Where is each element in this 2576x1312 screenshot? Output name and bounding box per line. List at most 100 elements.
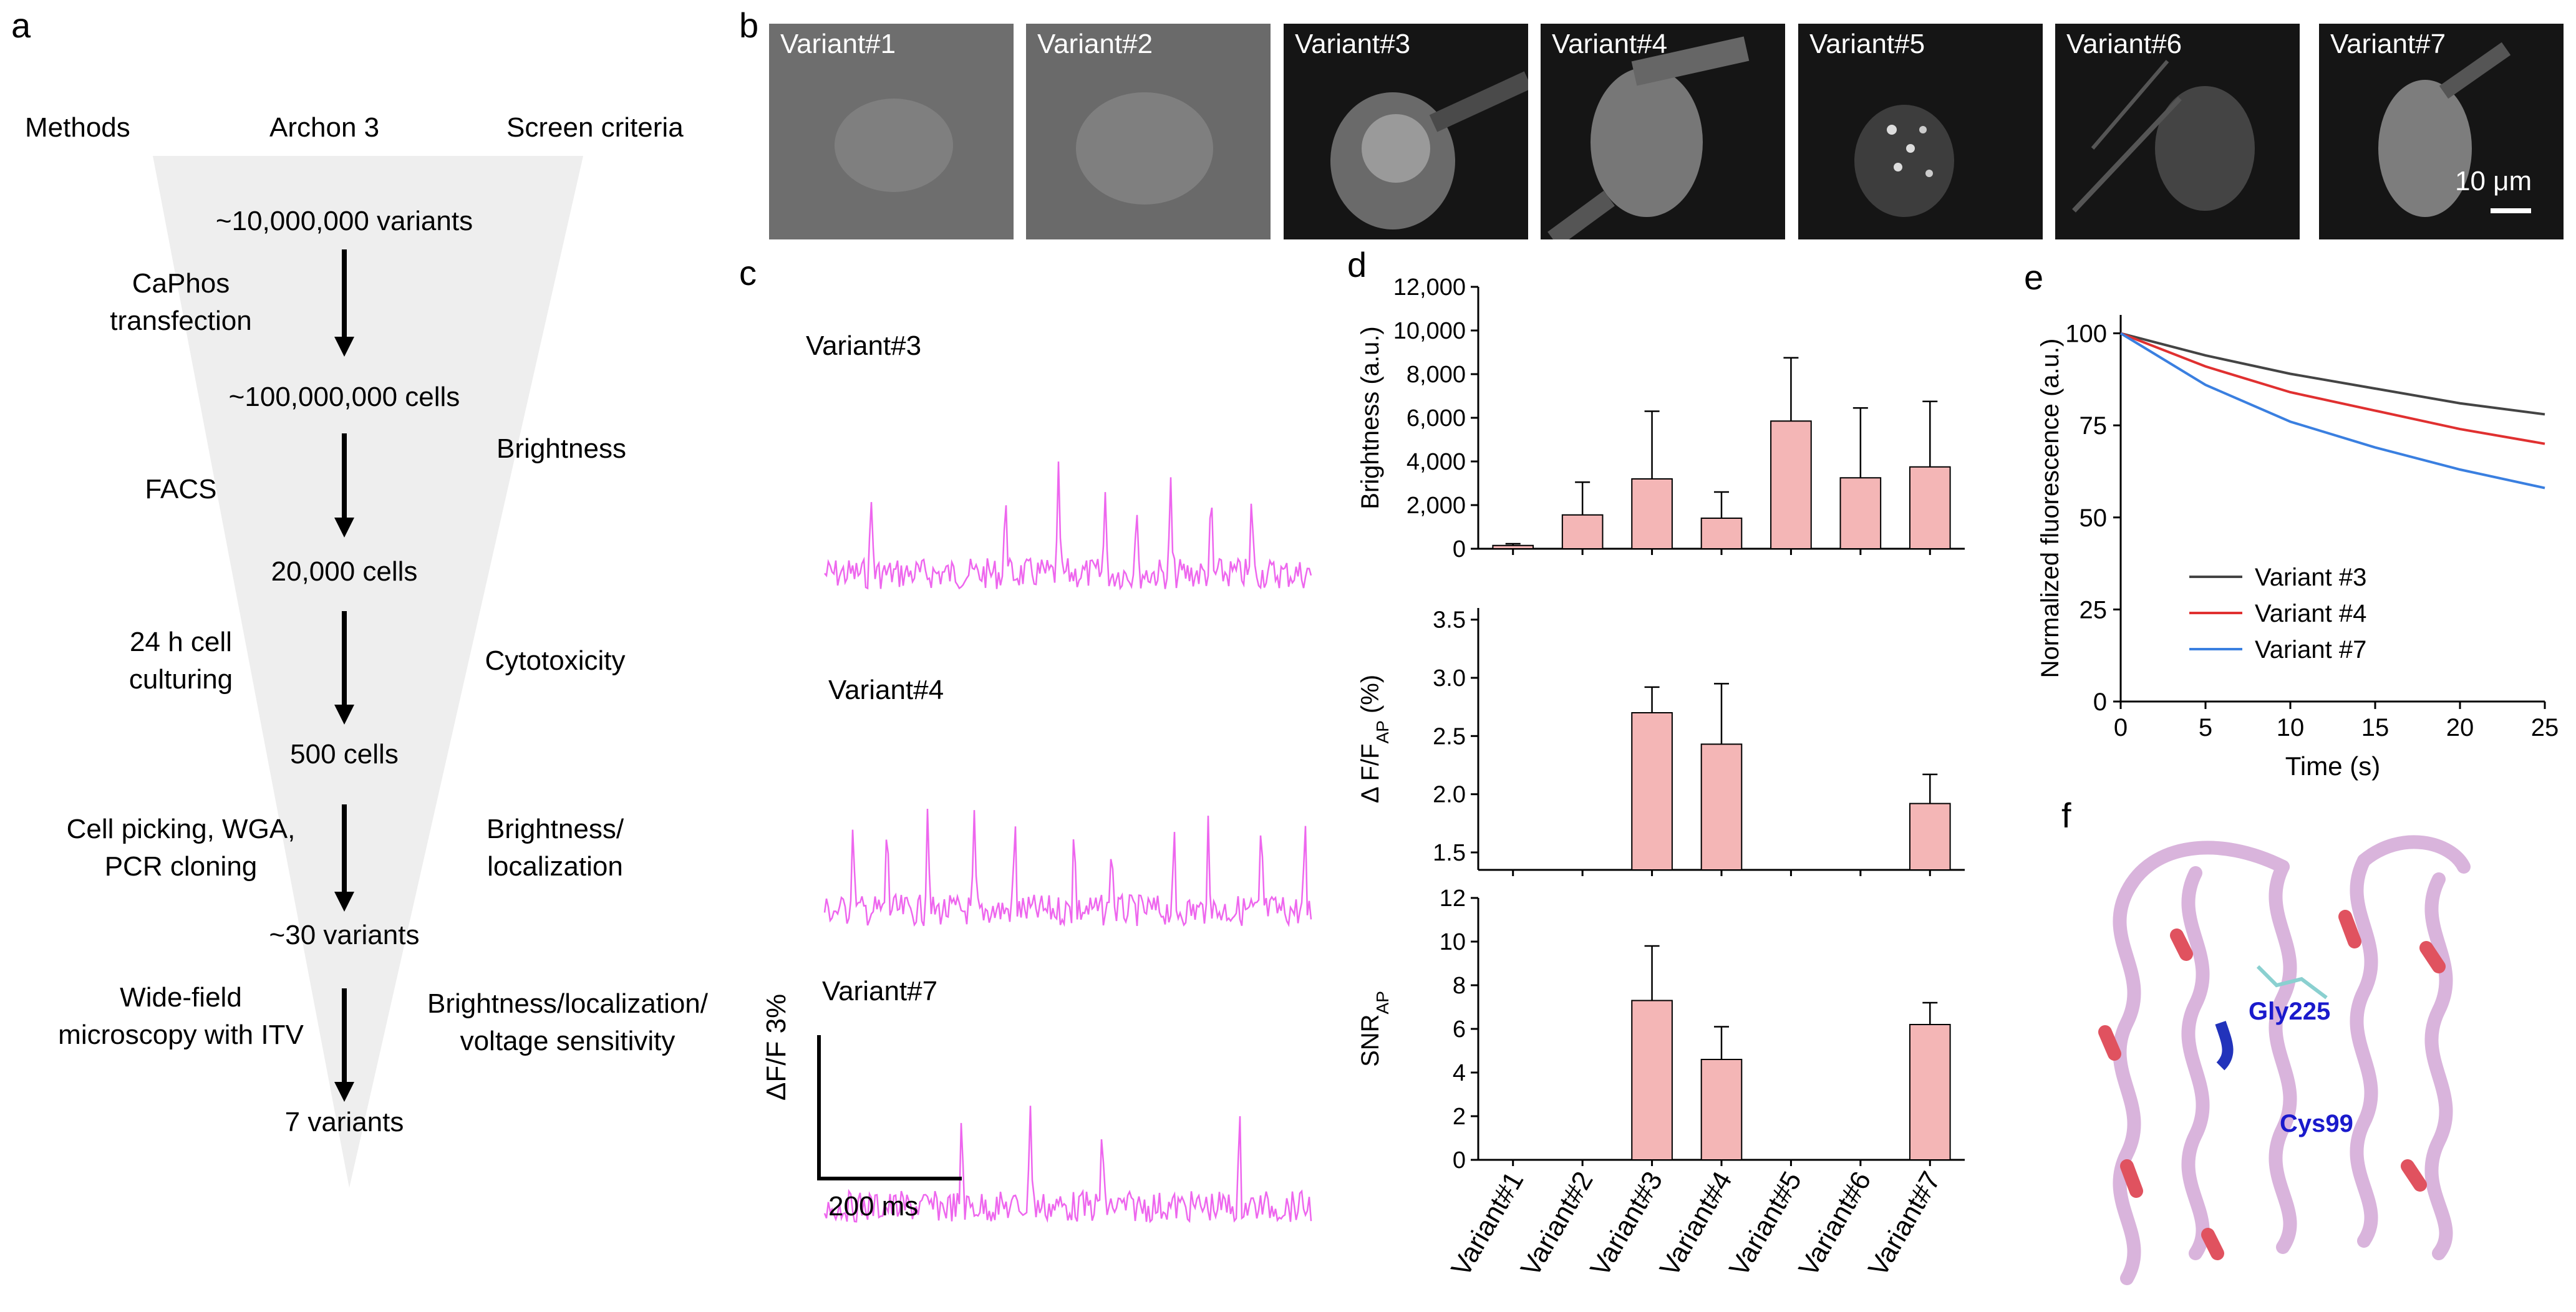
method-label: Wide-field microscopy with ITV	[58, 982, 304, 1050]
image-label: Variant#4	[1552, 29, 1668, 59]
y-tick-label: 10	[1440, 929, 1466, 955]
bar	[1700, 518, 1743, 549]
bar	[1492, 544, 1534, 549]
y-tick-label: 4,000	[1407, 449, 1466, 475]
criteria-label: Brightness	[496, 433, 626, 464]
micro-image-4: Variant#4	[1541, 24, 1785, 239]
y-tick-label: 2	[1453, 1104, 1466, 1130]
series-line	[2119, 332, 2545, 490]
bar	[1561, 514, 1604, 549]
micro-image-5: Variant#5	[1798, 24, 2043, 239]
y-tick-label: 8,000	[1407, 362, 1466, 388]
stage-label: ~10,000,000 variants	[215, 206, 473, 236]
y-tick-label: 8	[1453, 973, 1466, 999]
panel-label-b: b	[739, 6, 759, 45]
y-axis-label-sub: AP	[1373, 720, 1392, 743]
panel-label-e: e	[2024, 258, 2044, 297]
stage-label: ~30 variants	[269, 920, 420, 950]
image-label: Variant#1	[780, 29, 896, 59]
bar	[1700, 743, 1743, 871]
legend-label: Variant #7	[2255, 636, 2366, 663]
y-axis-label: Brightness (a.u.)	[1357, 326, 1384, 509]
series-line	[2120, 332, 2545, 416]
micro-image-7: Variant#7 10 μm	[2319, 24, 2564, 239]
residue-label: Cys99	[2280, 1110, 2353, 1137]
y-tick-label: 75	[2080, 412, 2108, 440]
y-tick-label: 2.5	[1433, 723, 1466, 750]
micro-image-2: Variant#2	[1026, 24, 1271, 239]
protein-structure	[2098, 835, 2471, 1285]
stage-label: 7 variants	[284, 1107, 404, 1137]
stage-label: 20,000 cells	[271, 556, 418, 587]
bar	[1631, 712, 1673, 871]
y-tick-label: 0	[1453, 1147, 1466, 1174]
scale-x-label: 200 ms	[828, 1191, 919, 1222]
criteria-label: Cytotoxicity	[485, 645, 626, 676]
micro-image-1: Variant#1	[769, 24, 1014, 239]
image-label: Variant#5	[1809, 29, 1925, 59]
x-tick-label: 25	[2531, 714, 2559, 741]
y-tick-label: 4	[1453, 1060, 1466, 1086]
y-tick-label: 100	[2065, 321, 2107, 348]
header-criteria: Screen criteria	[506, 112, 684, 143]
y-axis-label: Δ F/FAP (%)	[1357, 675, 1392, 803]
y-tick-label: 25	[2080, 596, 2108, 624]
image-label: Variant#7	[2330, 29, 2446, 59]
x-axis-label: Time (s)	[2285, 751, 2380, 781]
bar	[1839, 477, 1882, 549]
panel-e-chart: 0 25 50 75 100 0 5 10 15 20 25 Time (s) Normalized f…	[2036, 315, 2559, 781]
y-tick-label: 3.0	[1433, 665, 1466, 692]
x-tick-label: 5	[2199, 714, 2212, 741]
trace-label: Variant#4	[828, 675, 944, 705]
y-tick-label: 12,000	[1393, 274, 1466, 301]
y-tick-label: 10,000	[1393, 318, 1466, 344]
y-tick-label: 50	[2080, 504, 2108, 532]
trace-plot	[817, 461, 1312, 1223]
legend-label: Variant #3	[2255, 564, 2366, 591]
series-line	[2120, 332, 2545, 445]
image-label: Variant#2	[1037, 29, 1153, 59]
panel-label-c: c	[739, 253, 757, 292]
scale-y-label: ΔF/F 3%	[761, 993, 792, 1101]
y-tick-label: 2,000	[1407, 493, 1466, 519]
y-tick-label: 12	[1440, 885, 1466, 912]
trace-line	[823, 1106, 1312, 1223]
trace-line	[824, 461, 1312, 591]
bar	[1909, 803, 1951, 871]
y-tick-label: 6	[1453, 1016, 1466, 1043]
criteria-label: Brightness/localization	[486, 814, 624, 882]
method-label: FACS	[145, 474, 217, 504]
y-axis-label: Normalized fluorescence (a.u.)	[2036, 339, 2064, 678]
trace-label: Variant#7	[822, 976, 938, 1006]
header-methods: Methods	[25, 112, 130, 143]
method-label: Cell picking, WGA, PCR cloning	[66, 814, 296, 882]
panel-label-f: f	[2061, 796, 2071, 835]
image-label: Variant#6	[2066, 29, 2182, 59]
y-tick-label: 0	[1453, 536, 1466, 562]
x-tick-label: 0	[2114, 714, 2128, 741]
residue-label: Gly225	[2249, 998, 2331, 1025]
image-label: Variant#3	[1295, 29, 1411, 59]
scale-bar-label: 10 μm	[2455, 166, 2532, 196]
y-tick-label: 1.5	[1433, 840, 1466, 866]
stage-label: 500 cells	[290, 739, 399, 769]
panel-d-charts: 0 2,000 4,000 6,000 8,000 10,000 12,000 Brightn…	[1357, 274, 1965, 1281]
x-tick-label: 10	[2277, 714, 2305, 741]
method-label: CaPhos transfection	[110, 268, 252, 336]
method-label: 24 h cell culturing	[128, 627, 233, 695]
y-tick-label: 3.5	[1433, 607, 1466, 634]
stage-label: ~100,000,000 cells	[228, 382, 460, 412]
x-tick-label: 20	[2446, 714, 2474, 741]
bar	[1909, 1024, 1951, 1160]
trace-label: Variant#3	[806, 330, 922, 361]
legend-label: Variant #4	[2255, 600, 2366, 627]
bar	[1909, 466, 1951, 549]
trace-line	[823, 808, 1312, 927]
x-tick-label: 15	[2361, 714, 2390, 741]
bar	[1631, 478, 1673, 549]
y-axis-label-unit: (%)	[1357, 675, 1384, 720]
y-tick-label: 2.0	[1433, 782, 1466, 808]
y-tick-label: 0	[2093, 688, 2107, 716]
y-tick-label: 6,000	[1407, 405, 1466, 432]
y-axis-label-sub: AP	[1373, 991, 1392, 1014]
